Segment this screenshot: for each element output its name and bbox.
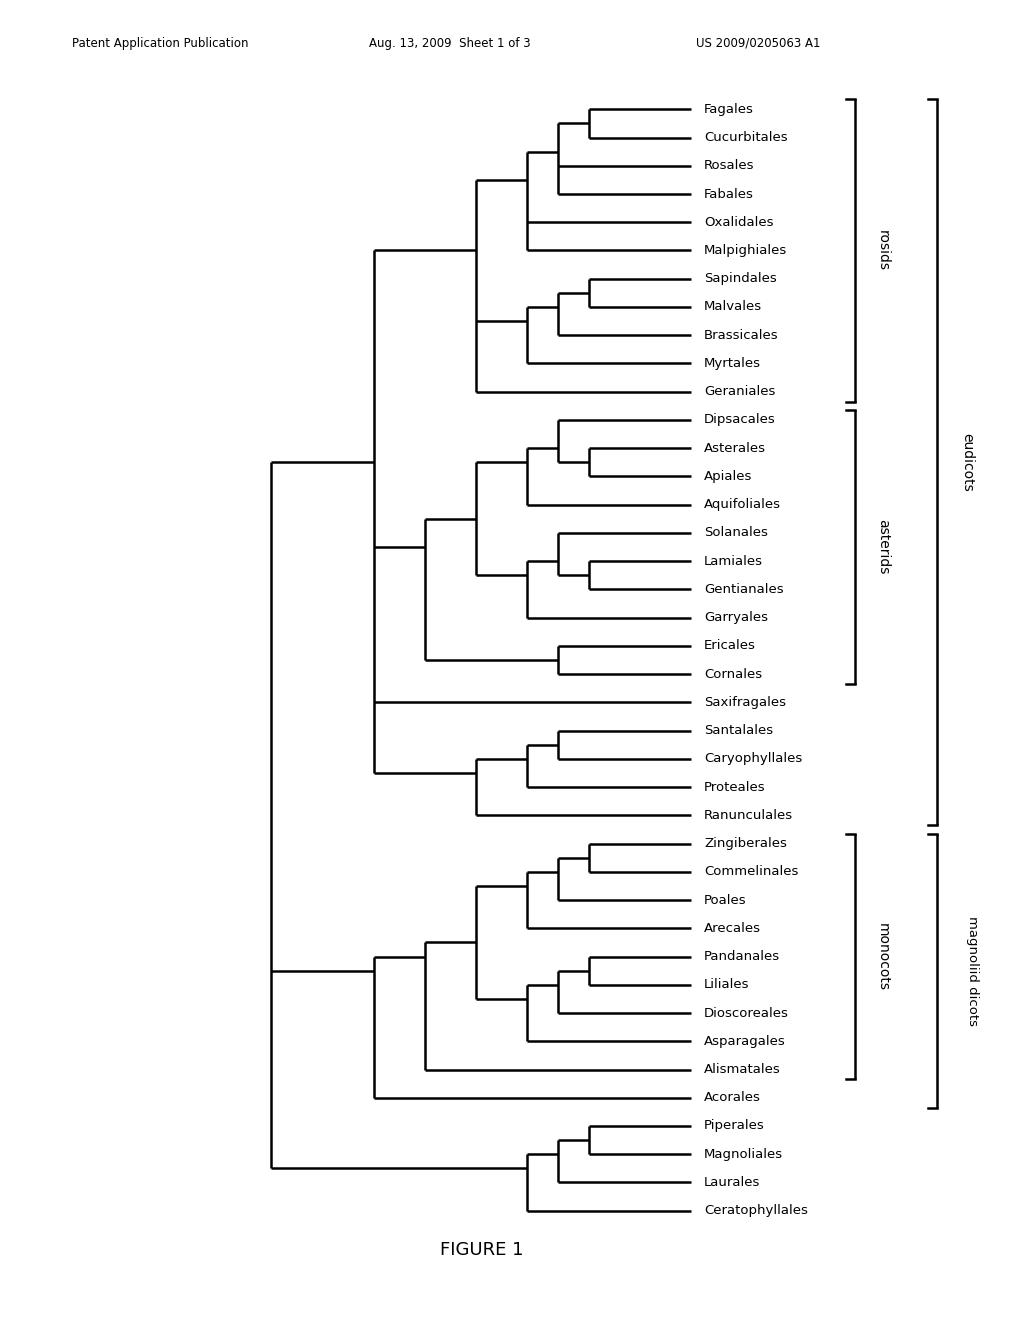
Text: Santalales: Santalales — [705, 725, 773, 737]
Text: Malpighiales: Malpighiales — [705, 244, 787, 257]
Text: Arecales: Arecales — [705, 921, 761, 935]
Text: Ceratophyllales: Ceratophyllales — [705, 1204, 808, 1217]
Text: Apiales: Apiales — [705, 470, 753, 483]
Text: Malvales: Malvales — [705, 301, 762, 313]
Text: Dipsacales: Dipsacales — [705, 413, 776, 426]
Text: Asterales: Asterales — [705, 442, 766, 454]
Text: Commelinales: Commelinales — [705, 866, 799, 878]
Text: Poales: Poales — [705, 894, 746, 907]
Text: Sapindales: Sapindales — [705, 272, 777, 285]
Text: Lamiales: Lamiales — [705, 554, 763, 568]
Text: Geraniales: Geraniales — [705, 385, 775, 399]
Text: Garryales: Garryales — [705, 611, 768, 624]
Text: Cornales: Cornales — [705, 668, 762, 681]
Text: Piperales: Piperales — [705, 1119, 765, 1133]
Text: Gentianales: Gentianales — [705, 583, 783, 595]
Text: Ericales: Ericales — [705, 639, 756, 652]
Text: Oxalidales: Oxalidales — [705, 215, 773, 228]
Text: US 2009/0205063 A1: US 2009/0205063 A1 — [696, 37, 821, 50]
Text: magnoliid dicots: magnoliid dicots — [967, 916, 979, 1026]
Text: Fagales: Fagales — [705, 103, 754, 116]
Text: Zingiberales: Zingiberales — [705, 837, 786, 850]
Text: Cucurbitales: Cucurbitales — [705, 131, 787, 144]
Text: asterids: asterids — [877, 519, 890, 574]
Text: Aquifoliales: Aquifoliales — [705, 498, 781, 511]
Text: rosids: rosids — [877, 230, 890, 271]
Text: Fabales: Fabales — [705, 187, 754, 201]
Text: eudicots: eudicots — [961, 433, 975, 491]
Text: Ranunculales: Ranunculales — [705, 809, 794, 822]
Text: Magnoliales: Magnoliales — [705, 1147, 783, 1160]
Text: Pandanales: Pandanales — [705, 950, 780, 964]
Text: Asparagales: Asparagales — [705, 1035, 785, 1048]
Text: Acorales: Acorales — [705, 1092, 761, 1105]
Text: Solanales: Solanales — [705, 527, 768, 540]
Text: Saxifragales: Saxifragales — [705, 696, 786, 709]
Text: Rosales: Rosales — [705, 160, 755, 173]
Text: Liliales: Liliales — [705, 978, 750, 991]
Text: Laurales: Laurales — [705, 1176, 761, 1189]
Text: Brassicales: Brassicales — [705, 329, 778, 342]
Text: FIGURE 1: FIGURE 1 — [439, 1241, 523, 1259]
Text: monocots: monocots — [877, 923, 890, 990]
Text: Alismatales: Alismatales — [705, 1063, 780, 1076]
Text: Aug. 13, 2009  Sheet 1 of 3: Aug. 13, 2009 Sheet 1 of 3 — [369, 37, 530, 50]
Text: Caryophyllales: Caryophyllales — [705, 752, 802, 766]
Text: Dioscoreales: Dioscoreales — [705, 1007, 788, 1019]
Text: Myrtales: Myrtales — [705, 356, 761, 370]
Text: Patent Application Publication: Patent Application Publication — [72, 37, 248, 50]
Text: Proteales: Proteales — [705, 780, 766, 793]
